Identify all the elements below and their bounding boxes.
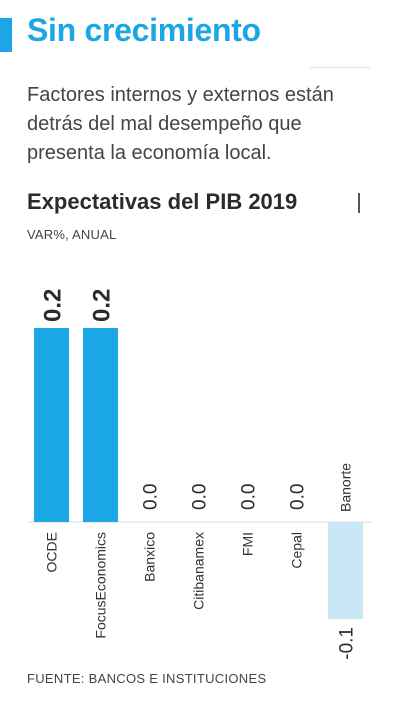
bar-banorte [328,522,363,619]
value-label: 0.0 [190,484,211,510]
value-label: 0.2 [89,289,116,322]
value-label: -0.1 [337,627,358,660]
value-label: 0.0 [288,484,309,510]
title-divider [310,67,370,68]
chart-title-separator [358,193,360,213]
category-label: Banorte [338,463,354,512]
category-label: FocusEconomics [93,532,109,639]
title-accent-bar [0,18,12,52]
bar-focuseconomics [83,328,118,522]
value-label: 0.2 [40,289,67,322]
chart-unit-label: VAR%, ANUAL [27,227,117,242]
category-label: OCDE [44,532,60,572]
category-label: Banxico [142,532,158,582]
value-label: 0.0 [141,484,162,510]
category-label: Cepal [289,532,305,569]
chart-title: Expectativas del PIB 2019 [27,189,298,214]
page-title: Sin crecimiento [27,12,261,48]
category-label: Citibanamex [191,532,207,610]
source-note: FUENTE: BANCOS E INSTITUCIONES [27,671,267,686]
bar-ocde [34,328,69,522]
value-label: 0.0 [239,484,260,510]
category-label: FMI [240,532,256,556]
page-subtitle: Factores internos y externos están detrá… [27,84,334,164]
